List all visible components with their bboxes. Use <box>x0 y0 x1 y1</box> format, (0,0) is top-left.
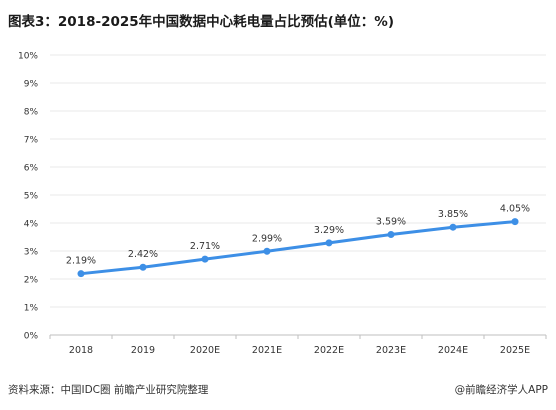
y-tick-label: 0% <box>24 332 39 342</box>
y-tick-label: 2% <box>24 276 39 286</box>
x-tick-label: 2022E <box>314 345 344 356</box>
data-label: 2.42% <box>128 249 158 260</box>
x-tick-label: 2025E <box>500 345 530 356</box>
y-tick-label: 3% <box>24 248 39 258</box>
x-tick-label: 2024E <box>438 345 468 356</box>
data-point <box>77 270 85 278</box>
x-tick-label: 2021E <box>252 345 282 356</box>
x-tick-label: 2018 <box>69 345 93 356</box>
data-label: 3.59% <box>376 216 406 227</box>
y-tick-label: 7% <box>24 136 39 146</box>
data-point <box>139 263 147 271</box>
y-tick-label: 1% <box>24 304 39 314</box>
y-tick-label: 8% <box>24 108 39 118</box>
data-label: 4.05% <box>500 204 530 215</box>
y-tick-label: 9% <box>24 80 39 90</box>
data-label: 3.29% <box>314 225 344 236</box>
chart-title: 图表3：2018-2025年中国数据中心耗电量占比预估(单位：%) <box>8 14 395 30</box>
data-point <box>263 247 271 255</box>
data-point <box>387 230 395 238</box>
data-point <box>325 239 333 247</box>
credit-note: @前瞻经济学人APP <box>454 384 548 396</box>
y-tick-label: 4% <box>24 220 39 230</box>
data-label: 3.85% <box>438 209 468 220</box>
data-label: 2.19% <box>66 256 96 267</box>
data-point <box>449 223 457 231</box>
data-label: 2.71% <box>190 241 220 252</box>
data-label: 2.99% <box>252 233 282 244</box>
y-tick-label: 5% <box>24 192 39 202</box>
series-line <box>79 220 517 276</box>
data-point <box>511 218 519 226</box>
data-point <box>201 255 209 263</box>
x-tick-label: 2019 <box>131 345 155 356</box>
x-tick-label: 2020E <box>190 345 220 356</box>
source-note: 资料来源：中国IDC圈 前瞻产业研究院整理 <box>8 384 209 396</box>
y-tick-label: 6% <box>24 164 39 174</box>
x-tick-label: 2023E <box>376 345 406 356</box>
y-tick-label: 10% <box>18 52 38 62</box>
